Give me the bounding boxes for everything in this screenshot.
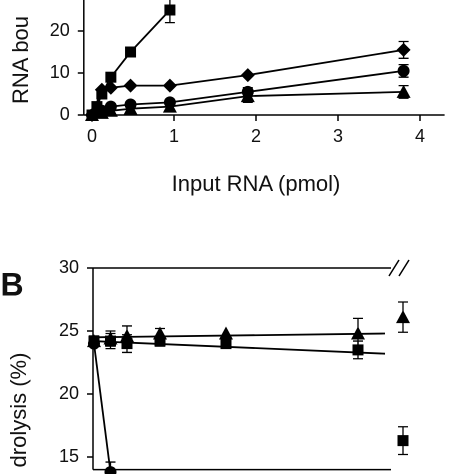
marker-triangle — [162, 99, 177, 113]
x-axis-label: Input RNA (pmol) — [172, 171, 341, 196]
y-tick-label: 10 — [50, 62, 70, 82]
marker-diamond — [103, 80, 118, 95]
y-axis-label: RNA bou — [8, 16, 33, 104]
marker-square — [91, 101, 103, 113]
y-tick-label: 15 — [59, 446, 79, 466]
x-tick-label: 1 — [169, 126, 179, 146]
axis-break — [388, 259, 410, 277]
panel-label: B — [0, 266, 23, 302]
marker-triangle — [396, 84, 411, 98]
marker-triangle — [123, 101, 138, 115]
x-tick-label: 3 — [333, 126, 343, 146]
marker-diamond — [240, 68, 255, 83]
marker-square — [397, 435, 409, 447]
y-axis-label: drolysis (%) — [6, 353, 31, 468]
x-tick-label: 4 — [415, 126, 425, 146]
marker-diamond — [396, 42, 411, 57]
series-line — [93, 343, 112, 473]
trend-line — [92, 340, 386, 355]
y-tick-label: 20 — [59, 383, 79, 403]
marker-circle — [87, 337, 100, 350]
marker-circle — [397, 64, 410, 77]
x-tick-label: 0 — [87, 126, 97, 146]
y-tick-label: 30 — [59, 257, 79, 277]
marker-circle — [104, 466, 117, 474]
marker-square — [164, 4, 176, 16]
series-line — [91, 49, 404, 116]
marker-square — [125, 46, 137, 58]
marker-triangle — [396, 310, 410, 324]
marker-square — [352, 344, 364, 356]
marker-square — [105, 71, 117, 83]
marker-triangle — [218, 326, 233, 340]
y-tick-label: 25 — [59, 320, 79, 340]
y-tick-label: 20 — [50, 20, 70, 40]
marker-diamond — [123, 78, 138, 93]
marker-diamond — [162, 78, 177, 93]
marker-triangle — [103, 331, 118, 345]
marker-square — [154, 335, 166, 347]
x-tick-label: 2 — [251, 126, 261, 146]
marker-triangle — [119, 329, 134, 343]
marker-triangle — [152, 326, 167, 340]
marker-triangle — [103, 103, 118, 117]
trend-line — [92, 332, 386, 339]
marker-triangle — [240, 89, 255, 103]
marker-square — [220, 338, 232, 350]
marker-triangle — [350, 326, 365, 340]
y-tick-label: 0 — [60, 104, 70, 124]
